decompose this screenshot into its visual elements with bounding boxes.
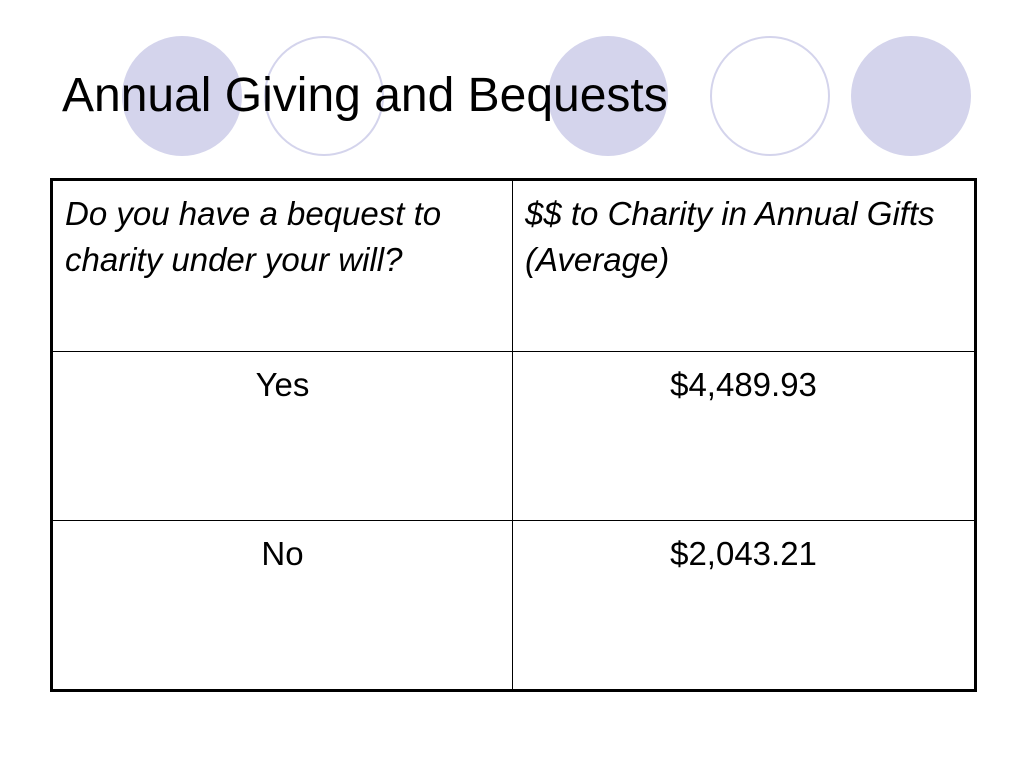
table-cell-amount: $2,043.21 [512, 520, 976, 691]
table-header-bequest: Do you have a bequest to charity under y… [51, 179, 513, 352]
decorative-circle-filled [851, 36, 971, 156]
table-cell-answer: Yes [51, 351, 513, 521]
table-cell-answer: No [51, 520, 513, 691]
table-row: Yes $4,489.93 [51, 351, 976, 521]
table-row: No $2,043.21 [51, 520, 976, 691]
decorative-circle-filled [548, 36, 668, 156]
decorative-circle-outline [264, 36, 384, 156]
decorative-circle-filled [122, 36, 242, 156]
table-header-row: Do you have a bequest to charity under y… [51, 179, 976, 352]
data-table: Do you have a bequest to charity under y… [50, 178, 977, 692]
slide-title: Annual Giving and Bequests [62, 69, 668, 122]
table-header-annual-gifts: $$ to Charity in Annual Gifts (Average) [512, 179, 976, 352]
table-cell-amount: $4,489.93 [512, 351, 976, 521]
decorative-circle-outline [710, 36, 830, 156]
